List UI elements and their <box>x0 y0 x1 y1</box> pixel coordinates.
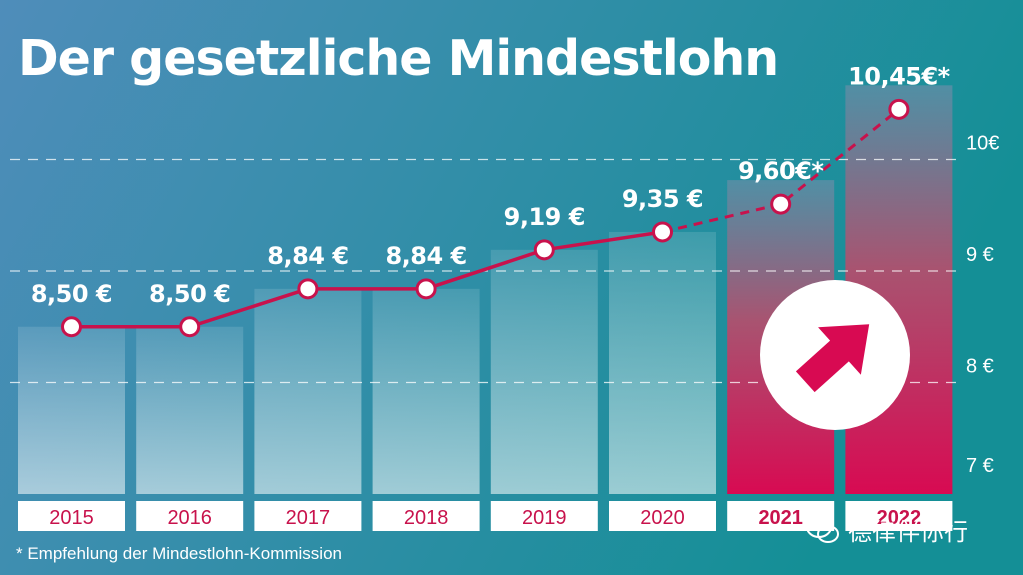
x-tick-label: 2017 <box>286 507 331 529</box>
chart-title: Der gesetzliche Mindestlohn <box>18 30 779 87</box>
watermark: 德律伴你行 <box>806 512 968 547</box>
x-tick-label: 2018 <box>404 507 449 529</box>
x-tick-label: 2022 <box>877 507 922 529</box>
data-label: 10,45€* <box>848 62 951 90</box>
data-label: 9,19 € <box>504 203 585 231</box>
bar-2018 <box>372 288 480 494</box>
x-tick-box <box>18 501 125 531</box>
data-point <box>297 278 319 300</box>
data-label: 9,35 € <box>622 185 703 213</box>
x-tick-box <box>490 501 598 531</box>
y-tick-label: 7 € <box>966 455 994 477</box>
series-line-actual <box>71 230 663 329</box>
x-tick-label: 2021 <box>758 507 803 529</box>
data-label: 8,84 € <box>385 242 466 270</box>
x-tick-label: 2020 <box>640 507 685 529</box>
data-label: 8,84 € <box>267 242 348 270</box>
bar-2019 <box>490 249 598 494</box>
x-tick-box <box>372 501 480 531</box>
y-tick-label: 10€ <box>966 133 999 155</box>
data-point <box>652 221 673 243</box>
data-label: 9,60€* <box>738 157 824 185</box>
bar-2020 <box>609 231 716 494</box>
bar-2015 <box>18 326 125 494</box>
x-tick-box <box>254 501 362 531</box>
y-tick-label: 8 € <box>966 356 994 378</box>
y-tick-label: 9 € <box>966 244 994 266</box>
watermark-text: 德律伴你行 <box>848 518 968 546</box>
data-point <box>888 98 910 120</box>
x-tick-label: 2016 <box>167 507 212 529</box>
data-label: 8,50 € <box>31 280 112 308</box>
up-arrow-icon <box>795 324 870 393</box>
data-point <box>61 316 82 338</box>
data-point <box>415 278 437 300</box>
x-tick-box <box>136 501 244 531</box>
bar-2016 <box>136 326 244 494</box>
x-tick-label: 2019 <box>522 507 567 529</box>
wechat-icon <box>806 515 839 543</box>
data-point <box>770 193 792 215</box>
chart-footnote: * Empfehlung der Mindestlohn-Kommission <box>16 544 342 563</box>
series-line-projected <box>662 108 900 234</box>
bar-2017 <box>254 288 362 494</box>
data-label: 8,50 € <box>149 280 230 308</box>
data-point <box>179 316 201 338</box>
x-tick-label: 2015 <box>49 507 94 529</box>
data-point <box>533 239 555 261</box>
x-tick-box <box>609 501 716 531</box>
x-tick-box <box>845 501 953 531</box>
